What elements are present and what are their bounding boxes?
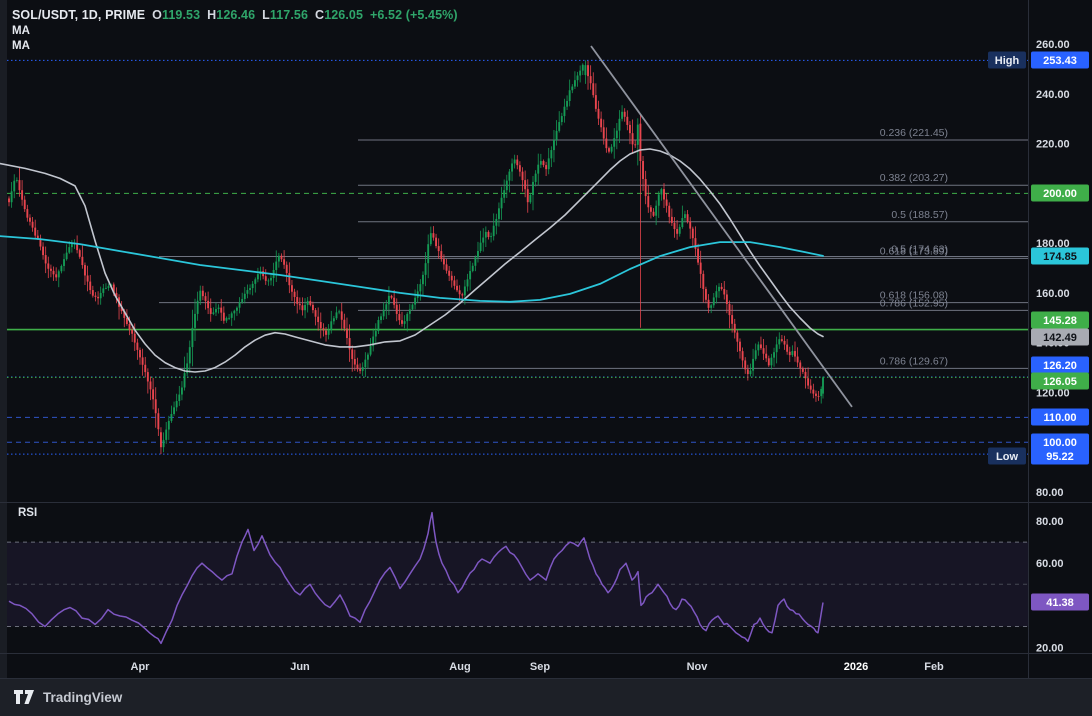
ohlc-close-value: 126.05 (324, 8, 364, 22)
ohlc-high-value: 126.46 (216, 8, 256, 22)
attribution-bar: TradingView (0, 679, 1092, 716)
tradingview-wordmark[interactable]: TradingView (43, 690, 123, 705)
price-tick-120.00[interactable]: 120.00 (1036, 387, 1070, 399)
ohlc-low-value: 117.56 (269, 8, 309, 22)
fib-level-label: 0.236 (221.45) (880, 127, 948, 139)
price-tick-260.00[interactable]: 260.00 (1036, 39, 1070, 51)
price-badge-label-200.00: 200.00 (1043, 188, 1077, 200)
fib-level-label: 0.5 (174.63) (891, 243, 948, 255)
rsi-indicator-legend[interactable]: RSI (18, 507, 38, 519)
price-badge-142.49 (1031, 328, 1089, 346)
price-badge-label-41.38: 41.38 (1046, 597, 1074, 609)
ohlc-close-label: C (315, 8, 325, 22)
ma-indicator-legend-1[interactable]: MA (12, 25, 30, 37)
time-label-Sep[interactable]: Sep (530, 661, 550, 673)
symbol-legend[interactable]: SOL/USDT, 1D, PRIME O119.53 H126.46 L117.56… (12, 8, 458, 22)
symbol-title[interactable]: SOL/USDT, 1D, PRIME (12, 8, 146, 22)
fib-level-label: 0.618 (156.08) (880, 290, 948, 302)
ohlc-open-value: 119.53 (162, 8, 201, 22)
price-badge-174.85 (1031, 247, 1089, 265)
time-label-2026[interactable]: 2026 (844, 661, 868, 673)
ma-cyan-line (0, 235, 824, 303)
price-badge-label-95.22: 95.22 (1046, 451, 1074, 463)
price-badge-label-142.49: 142.49 (1043, 332, 1077, 344)
fib-level-label: 0.786 (129.67) (880, 355, 948, 367)
price-badge-label-145.28: 145.28 (1043, 315, 1077, 327)
time-label-Aug[interactable]: Aug (449, 661, 470, 673)
price-badge-label-110.00: 110.00 (1043, 412, 1076, 424)
fib-level-label: 0.786 (152.95) (880, 297, 948, 309)
candles-layer (8, 60, 824, 455)
rsi-tick-20.00[interactable]: 20.00 (1036, 643, 1064, 655)
price-badge-label-100.00: 100.00 (1043, 437, 1077, 449)
hl-chip-Low (988, 447, 1026, 465)
rsi-tick-60.00[interactable]: 60.00 (1036, 558, 1064, 570)
price-tick-240.00[interactable]: 240.00 (1036, 89, 1070, 101)
fib-level-label: 0.382 (203.27) (880, 172, 948, 184)
rsi-tick-80.00[interactable]: 80.00 (1036, 516, 1064, 528)
fib-level-label: 0.5 (188.57) (891, 209, 948, 221)
time-label-Nov[interactable]: Nov (687, 661, 709, 673)
price-tick-220.00[interactable]: 220.00 (1036, 139, 1070, 151)
hl-chip-High (988, 51, 1026, 69)
fib-level-label: 0.618 (173.89) (880, 245, 948, 257)
price-badge-126.20 (1031, 356, 1089, 374)
time-label-Jun[interactable]: Jun (290, 661, 310, 673)
time-label-Apr[interactable]: Apr (131, 661, 151, 673)
price-badge-110.00 (1031, 408, 1089, 426)
price-tick-180.00[interactable]: 180.00 (1036, 238, 1070, 250)
price-badge-100.00 (1031, 433, 1089, 451)
price-badge-label-126.20: 126.20 (1043, 360, 1077, 372)
price-tick-80.00[interactable]: 80.00 (1036, 487, 1064, 499)
hl-chip-label-Low: Low (996, 451, 1018, 463)
price-badge-253.43 (1031, 51, 1089, 69)
change-value: +6.52 (+5.45%) (370, 8, 458, 22)
descending-trendline[interactable] (590, 45, 853, 408)
ma-indicator-legend-2[interactable]: MA (12, 40, 30, 52)
time-label-Feb[interactable]: Feb (924, 661, 944, 673)
price-badge-200.00 (1031, 184, 1089, 202)
ma-white-line (0, 148, 824, 373)
ohlc-open-label: O (152, 8, 162, 22)
hl-chip-label-High: High (995, 55, 1020, 67)
tradingview-logo-icon[interactable] (14, 690, 35, 705)
price-badge-41.38 (1031, 593, 1089, 611)
left-toolbar-strip (0, 0, 7, 679)
ohlc-high-label: H (207, 8, 217, 22)
ohlc-low-label: L (262, 8, 270, 22)
price-badge-95.22 (1031, 447, 1089, 465)
price-badge-label-253.43: 253.43 (1043, 55, 1077, 67)
price-tick-160.00[interactable]: 160.00 (1036, 288, 1070, 300)
price-badge-126.05 (1031, 372, 1089, 390)
rsi-line (8, 511, 824, 645)
price-badge-label-174.85: 174.85 (1043, 251, 1077, 263)
price-badge-145.28 (1031, 311, 1089, 329)
price-badge-label-126.05: 126.05 (1043, 376, 1077, 388)
